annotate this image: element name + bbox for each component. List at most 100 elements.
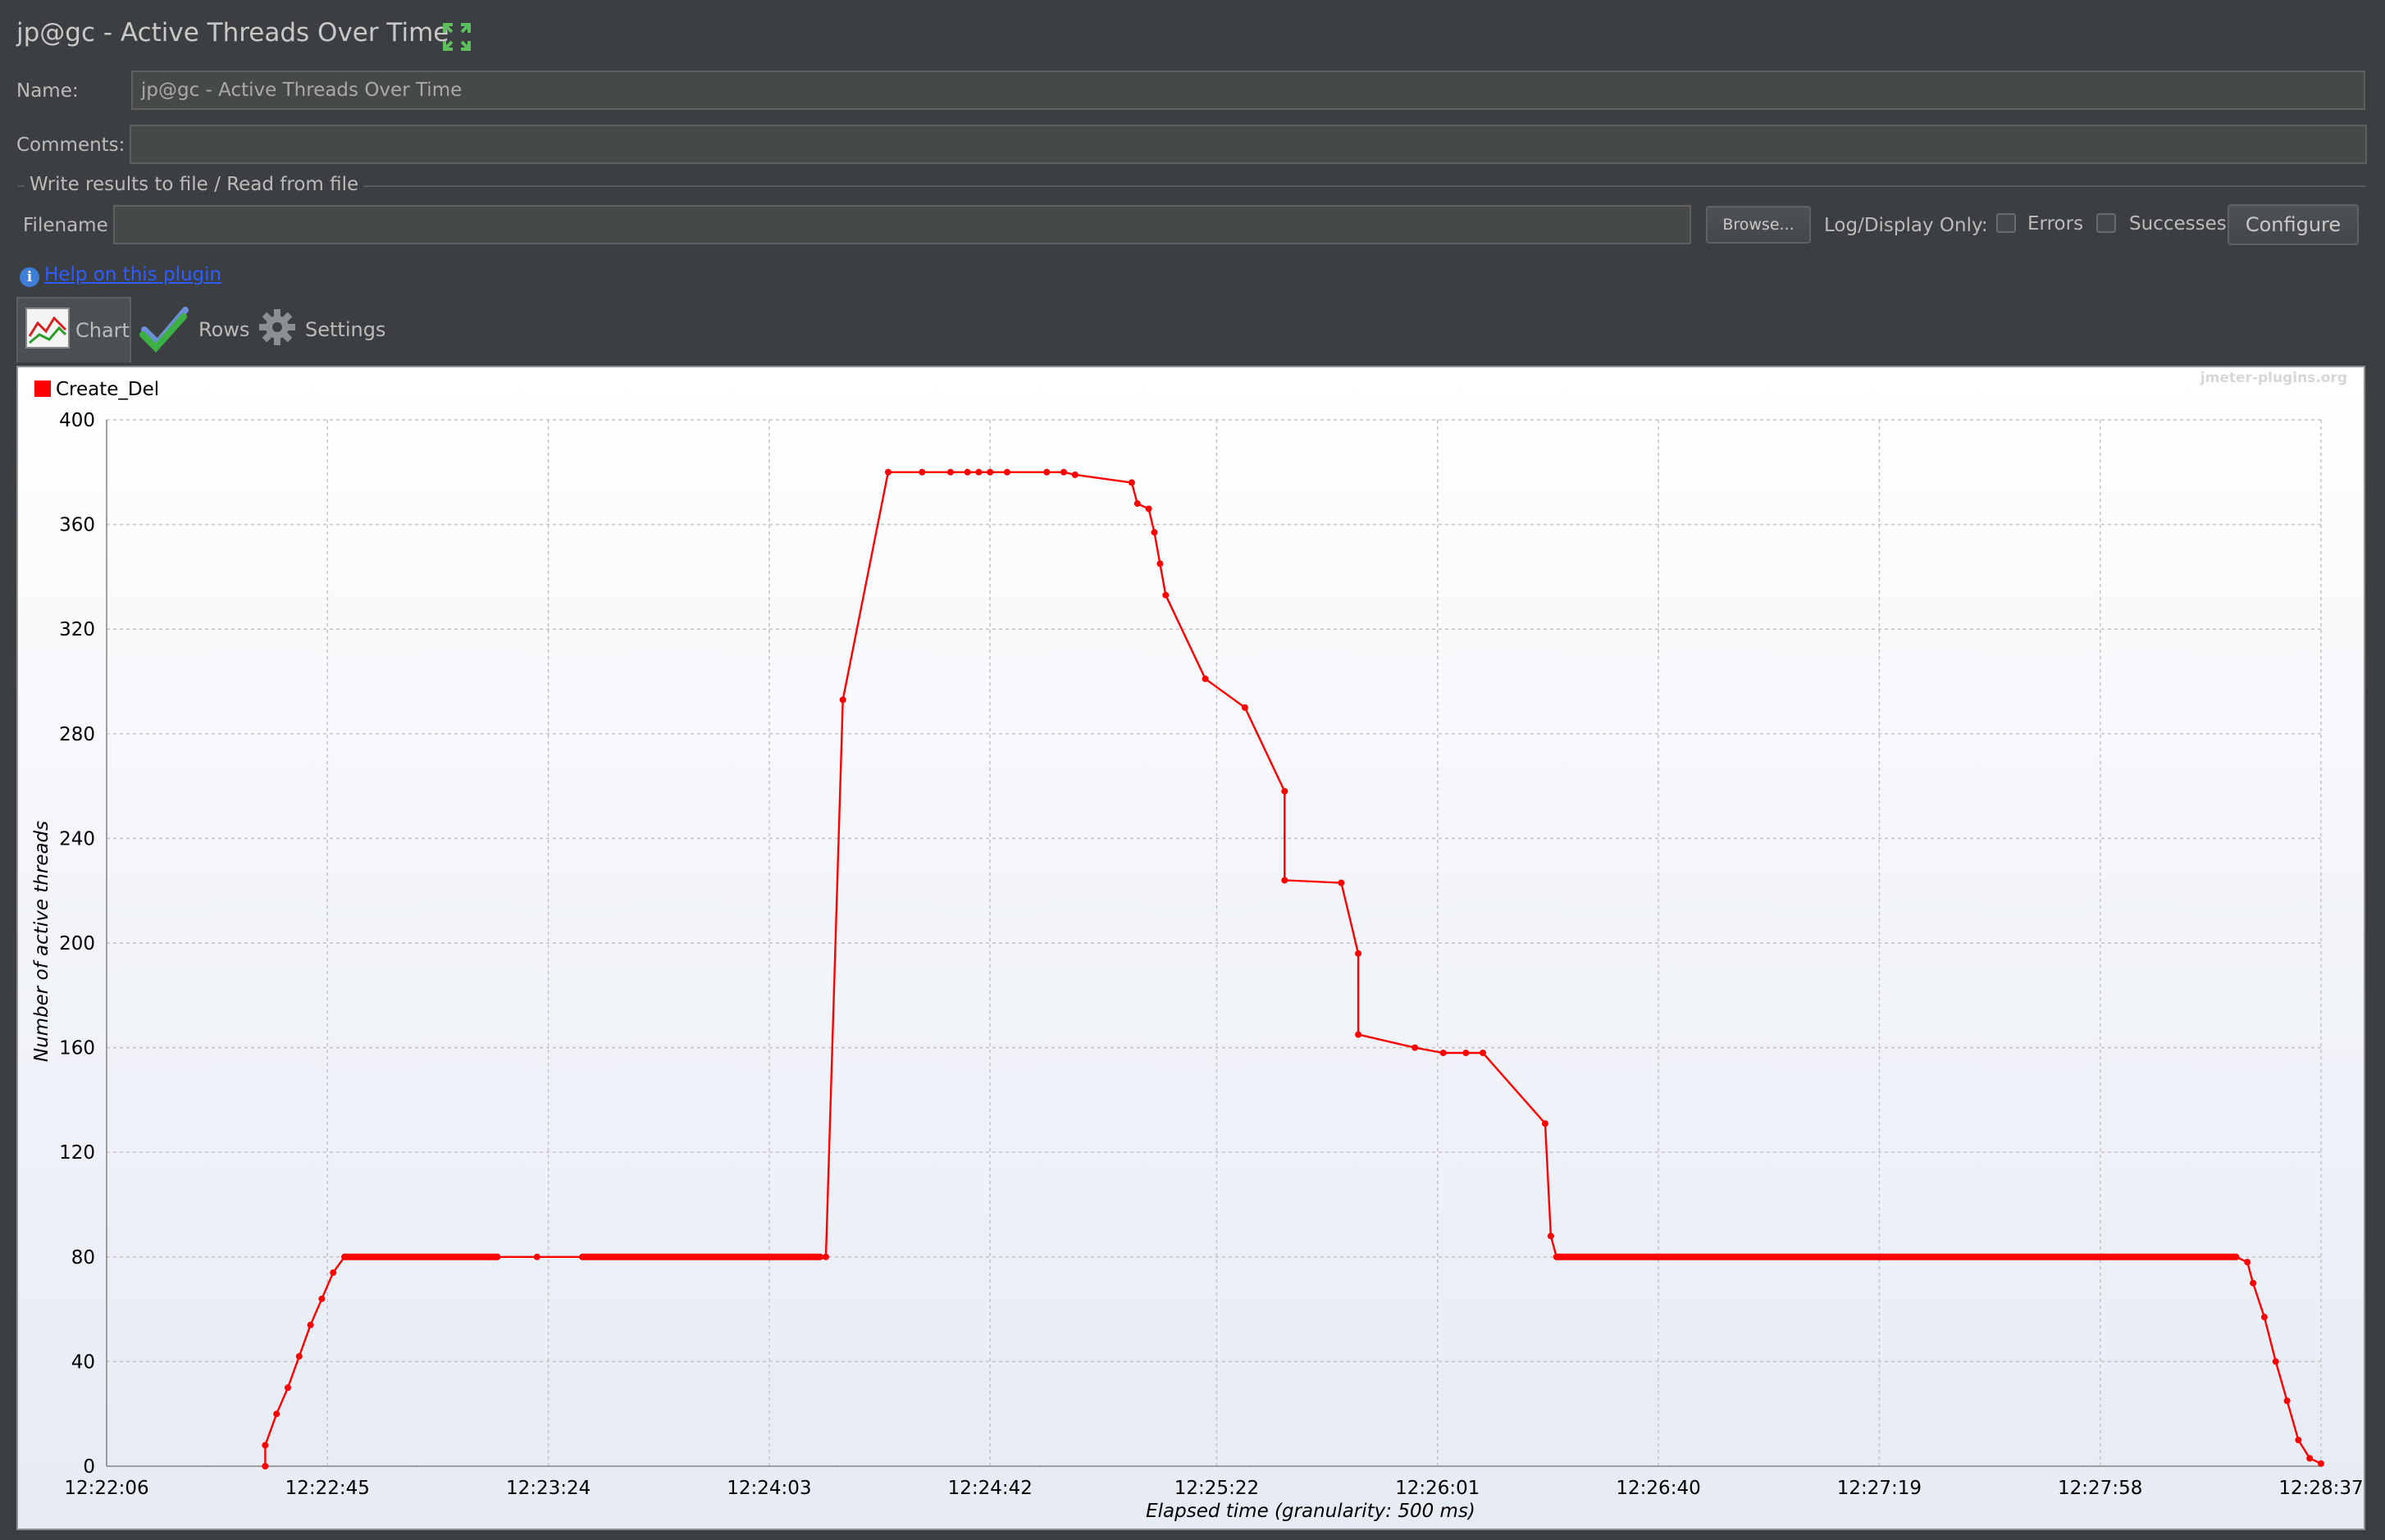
data-point bbox=[1071, 471, 1078, 478]
successes-label: Successes bbox=[2129, 213, 2227, 235]
data-point bbox=[2283, 1397, 2291, 1405]
data-point bbox=[946, 468, 954, 476]
active-threads-chart: jmeter-plugins.org Create_Del 0 40 80 120 16… bbox=[31, 370, 2364, 1522]
gear-icon bbox=[258, 308, 297, 352]
y-tick-label: 240 bbox=[59, 828, 95, 850]
chart-watermark: jmeter-plugins.org bbox=[2200, 370, 2347, 386]
data-point bbox=[2244, 1259, 2251, 1266]
data-point bbox=[1145, 505, 1152, 513]
expand-arrows-icon[interactable] bbox=[441, 21, 472, 52]
data-point bbox=[2295, 1437, 2302, 1444]
y-tick-label: 360 bbox=[59, 515, 95, 536]
y-axis-ticks: 0 40 80 120 160 200 240 280 320 360 400 bbox=[59, 410, 95, 1478]
x-axis-label: Elapsed time (granularity: 500 ms) bbox=[1146, 1501, 1475, 1522]
data-point bbox=[2250, 1279, 2257, 1287]
y-tick-label: 40 bbox=[71, 1351, 95, 1373]
x-tick-label: 12:25:22 bbox=[1174, 1478, 1259, 1499]
x-tick-label: 12:27:19 bbox=[1837, 1478, 1922, 1499]
filename-field[interactable] bbox=[113, 205, 1691, 244]
x-tick-label: 12:26:40 bbox=[1616, 1478, 1700, 1499]
series-points bbox=[262, 468, 2324, 1469]
y-tick-label: 320 bbox=[59, 619, 95, 640]
data-point bbox=[1411, 1044, 1419, 1051]
y-tick-label: 280 bbox=[59, 724, 95, 745]
data-point bbox=[1128, 479, 1135, 486]
errors-label: Errors bbox=[2027, 213, 2084, 235]
data-point bbox=[273, 1410, 280, 1418]
comments-label: Comments: bbox=[16, 134, 125, 156]
tab-rows-label: Rows bbox=[198, 318, 250, 341]
checkmarks-icon bbox=[139, 302, 190, 358]
data-point bbox=[533, 1253, 540, 1260]
name-field-value: jp@gc - Active Threads Over Time bbox=[141, 80, 463, 101]
data-point bbox=[262, 1463, 269, 1469]
file-section-legend: Write results to file / Read from file bbox=[25, 174, 364, 195]
x-axis-ticks: 12:22:06 12:22:45 12:23:24 12:24:03 12:24:42… bbox=[64, 1478, 2363, 1499]
x-tick-label: 12:22:45 bbox=[285, 1478, 370, 1499]
data-point bbox=[318, 1295, 326, 1302]
data-point bbox=[330, 1269, 337, 1276]
comments-field[interactable] bbox=[130, 125, 2367, 164]
x-tick-label: 12:28:37 bbox=[2278, 1478, 2363, 1499]
data-point bbox=[1281, 787, 1288, 795]
name-label: Name: bbox=[16, 80, 79, 102]
data-point bbox=[1241, 704, 1248, 711]
data-point bbox=[839, 696, 846, 704]
data-point bbox=[1151, 529, 1158, 536]
data-point bbox=[295, 1353, 303, 1360]
data-point bbox=[1156, 560, 1164, 567]
y-tick-label: 80 bbox=[71, 1247, 95, 1269]
tab-chart[interactable]: Chart bbox=[16, 297, 131, 362]
data-point bbox=[975, 468, 983, 476]
legend-label: Create_Del bbox=[56, 379, 159, 400]
chart-panel: jmeter-plugins.org Create_Del 0 40 80 120 16… bbox=[16, 366, 2365, 1530]
tab-chart-label: Chart bbox=[75, 319, 130, 342]
data-point bbox=[1439, 1049, 1447, 1056]
chart-icon bbox=[25, 307, 71, 354]
data-point bbox=[307, 1321, 314, 1328]
data-point bbox=[1480, 1049, 1487, 1056]
y-axis-label: Number of active threads bbox=[31, 821, 52, 1062]
data-point bbox=[284, 1384, 291, 1392]
data-point bbox=[2272, 1358, 2279, 1365]
data-point bbox=[1162, 591, 1170, 599]
y-tick-label: 400 bbox=[59, 410, 95, 431]
filename-label: Filename bbox=[23, 215, 108, 236]
data-point bbox=[2260, 1314, 2268, 1321]
data-point bbox=[1043, 468, 1051, 476]
window-title: jp@gc - Active Threads Over Time bbox=[16, 18, 449, 48]
name-field[interactable]: jp@gc - Active Threads Over Time bbox=[131, 71, 2365, 110]
data-point bbox=[2306, 1455, 2314, 1462]
tab-rows[interactable]: Rows bbox=[139, 297, 254, 362]
series-line-create-del bbox=[264, 471, 2322, 1466]
help-link[interactable]: Help on this plugin bbox=[44, 264, 222, 285]
data-point bbox=[262, 1442, 269, 1449]
data-point bbox=[2318, 1460, 2324, 1467]
tab-settings-label: Settings bbox=[305, 318, 386, 341]
data-point bbox=[1060, 468, 1068, 476]
data-point bbox=[1133, 500, 1141, 508]
data-point bbox=[919, 468, 926, 476]
data-point bbox=[884, 468, 892, 476]
errors-checkbox[interactable] bbox=[1996, 213, 2016, 233]
tab-settings[interactable]: Settings bbox=[258, 297, 389, 362]
x-tick-label: 12:23:24 bbox=[506, 1478, 591, 1499]
y-tick-label: 0 bbox=[83, 1456, 95, 1478]
x-tick-label: 12:24:03 bbox=[727, 1478, 811, 1499]
data-point bbox=[987, 468, 994, 476]
successes-checkbox[interactable] bbox=[2096, 213, 2116, 233]
data-point bbox=[964, 468, 971, 476]
x-tick-label: 12:27:58 bbox=[2058, 1478, 2142, 1499]
data-point bbox=[1355, 950, 1362, 957]
data-point bbox=[1338, 879, 1345, 886]
y-tick-label: 120 bbox=[59, 1142, 95, 1164]
x-tick-label: 12:24:42 bbox=[948, 1478, 1033, 1499]
browse-button[interactable]: Browse... bbox=[1706, 206, 1811, 244]
x-tick-label: 12:26:01 bbox=[1395, 1478, 1480, 1499]
configure-button[interactable]: Configure bbox=[2228, 204, 2359, 245]
data-point bbox=[1202, 675, 1209, 682]
x-tick-label: 12:22:06 bbox=[64, 1478, 148, 1499]
legend-swatch bbox=[34, 380, 51, 397]
data-point bbox=[1547, 1232, 1554, 1240]
chart-grid bbox=[106, 419, 2322, 1467]
